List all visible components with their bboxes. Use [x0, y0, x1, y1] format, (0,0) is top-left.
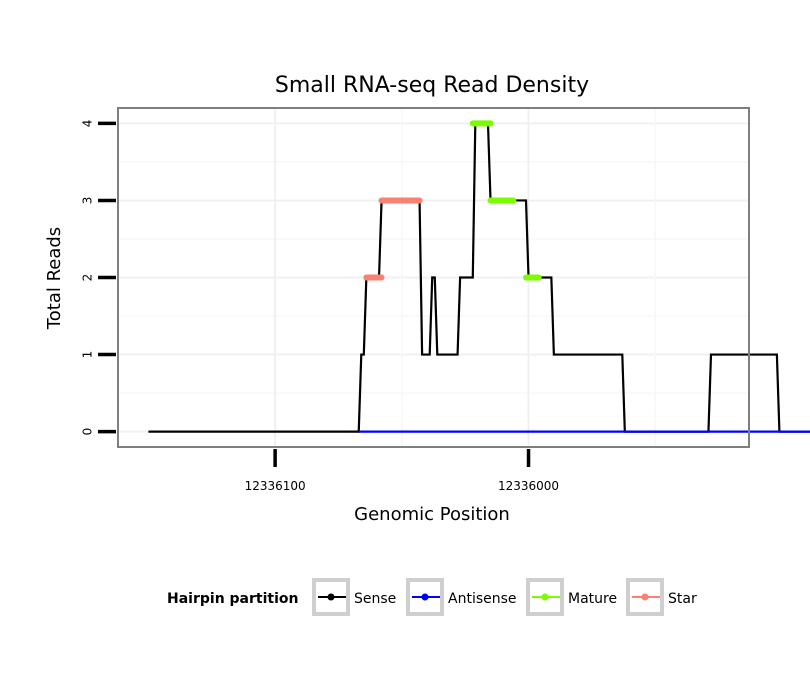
legend-label: Sense [354, 591, 396, 607]
legend-key-point [541, 593, 549, 601]
y-axis-label: Total Reads [44, 227, 65, 330]
y-tick-label: 1 [81, 351, 95, 359]
legend-item-antisense: Antisense [406, 578, 517, 616]
series-line-sense [148, 122, 810, 433]
legend-label: Star [668, 591, 697, 607]
legend-item-mature: Mature [526, 578, 617, 616]
y-axis: 0 1 2 3 4 [81, 120, 116, 436]
series-layer [148, 120, 810, 433]
y-tick-label: 2 [81, 274, 95, 282]
x-axis-label: Genomic Position [354, 504, 510, 525]
legend-key-point [641, 593, 649, 601]
y-tick-label: 0 [81, 428, 95, 436]
grid-lines [118, 108, 749, 447]
plot-panel [117, 107, 810, 448]
chart-title: Small RNA-seq Read Density [275, 73, 589, 98]
legend-item-star: Star [626, 578, 697, 616]
legend-key-point [421, 593, 429, 601]
legend-label: Mature [568, 591, 617, 607]
x-axis: 12336100 12336000 [245, 449, 559, 493]
x-tick-label: 12336100 [245, 479, 306, 493]
y-tick-label: 3 [81, 197, 95, 205]
legend-key-point [327, 593, 335, 601]
legend-items: Sense Antisense Mature Star [312, 578, 697, 616]
legend-label: Antisense [448, 591, 517, 607]
panel-border [117, 107, 750, 448]
legend: Hairpin partition Sense Antisense Mature St… [167, 578, 697, 616]
legend-title: Hairpin partition [167, 591, 298, 607]
legend-item-sense: Sense [312, 578, 396, 616]
x-tick-label: 12336000 [498, 479, 559, 493]
y-tick-label: 4 [81, 120, 95, 128]
